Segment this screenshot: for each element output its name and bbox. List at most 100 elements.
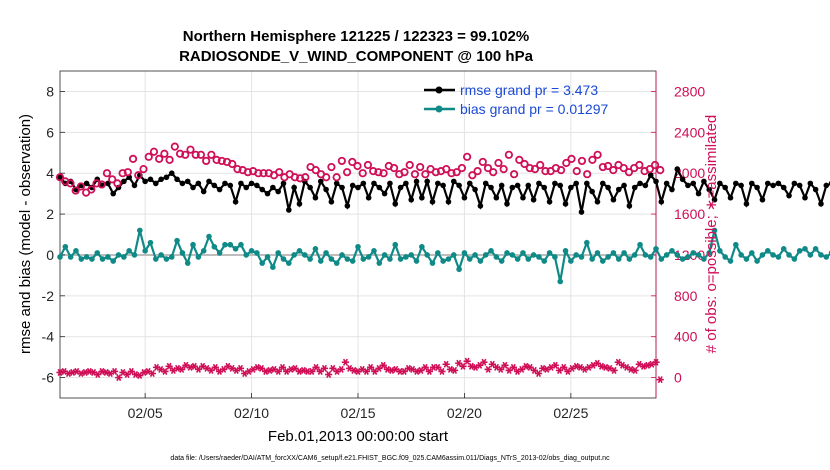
bias-point-36 — [248, 248, 255, 254]
rmse-point-101 — [594, 199, 601, 205]
obs-assimilated-point-93 — [446, 365, 454, 373]
obs-possible-point-58 — [358, 169, 367, 178]
obs-assimilated-point-123 — [572, 362, 580, 370]
bias-point-13 — [126, 248, 132, 254]
rmse-point-93 — [552, 180, 558, 187]
obs-possible-point-14 — [128, 154, 138, 163]
obs-assimilated-point-88 — [425, 367, 433, 375]
rmse-point-75 — [456, 182, 462, 189]
bias-point-77 — [466, 256, 473, 262]
bias-point-47 — [307, 256, 313, 262]
rmse-point-111 — [647, 172, 654, 179]
obs-possible-point-11 — [113, 179, 122, 188]
rmse-point-41 — [275, 188, 281, 195]
obs-possible-point-2 — [66, 179, 75, 188]
bias-point-119 — [690, 250, 697, 256]
bias-point-91 — [541, 258, 548, 264]
bias-point-101 — [594, 250, 601, 256]
bias-point-63 — [392, 241, 399, 248]
obs-possible-point-8 — [97, 180, 106, 189]
y-left-tick-label-5: 4 — [46, 165, 54, 181]
obs-assimilated-point-139 — [639, 362, 648, 370]
obs-possible-point-92 — [536, 160, 545, 170]
obs-possible-point-22 — [170, 142, 179, 151]
bias-point-118 — [685, 254, 691, 260]
bias-point-25 — [190, 241, 196, 248]
rmse-point-137 — [786, 192, 792, 199]
obs-possible-point-4 — [76, 182, 85, 191]
bias-point-14 — [131, 252, 138, 258]
bias-point-52 — [333, 260, 340, 266]
rmse-point-67 — [413, 178, 420, 185]
bias-point-6 — [89, 256, 95, 262]
obs-possible-point-81 — [478, 157, 487, 167]
rmse-point-65 — [403, 180, 409, 187]
obs-possible-point-18 — [149, 147, 159, 156]
obs-possible-point-101 — [583, 170, 592, 179]
rmse-point-117 — [679, 176, 686, 183]
bias-point-43 — [286, 260, 292, 266]
series-bias — [57, 227, 830, 285]
obs-possible-point-77 — [457, 163, 467, 173]
obs-assimilated-point-97 — [463, 357, 471, 365]
bias-point-94 — [557, 278, 564, 285]
obs-assimilated-point-78 — [383, 365, 392, 373]
bias-point-85 — [509, 252, 516, 258]
rmse-point-19 — [158, 176, 164, 183]
obs-possible-point-59 — [363, 160, 373, 170]
bias-point-70 — [429, 260, 436, 266]
rmse-point-124 — [717, 180, 723, 187]
obs-possible-point-115 — [656, 166, 665, 175]
rmse-point-131 — [754, 184, 760, 191]
bias-point-138 — [791, 256, 798, 262]
bias-point-108 — [631, 252, 638, 258]
series-rmse — [57, 166, 830, 215]
bias-point-41 — [275, 250, 281, 256]
bias-point-121 — [701, 256, 707, 262]
bias-point-20 — [163, 256, 170, 262]
bias-point-32 — [227, 241, 234, 248]
rmse-point-47 — [307, 184, 313, 191]
obs-assimilated-point-118 — [551, 361, 559, 369]
rmse-point-85 — [509, 184, 516, 191]
obs-assimilated-point-73 — [362, 367, 371, 375]
rmse-point-88 — [525, 182, 532, 189]
obs-possible-point-62 — [379, 169, 388, 178]
bias-point-59 — [371, 248, 377, 254]
obs-possible-point-46 — [296, 174, 305, 183]
chart-title-line2: RADIOSONDE_V_WIND_COMPONENT @ 100 hPa — [179, 48, 534, 65]
rmse-point-105 — [615, 186, 622, 193]
obs-assimilated-point-2 — [64, 369, 72, 378]
bias-point-16 — [142, 248, 148, 254]
bias-point-102 — [599, 258, 606, 264]
rmse-point-24 — [184, 178, 191, 185]
rmse-point-52 — [333, 180, 340, 187]
obs-possible-point-80 — [473, 167, 482, 176]
rmse-point-68 — [419, 194, 425, 201]
rmse-point-74 — [450, 178, 457, 185]
bias-point-12 — [121, 254, 127, 260]
bias-point-3 — [73, 248, 79, 254]
bias-point-62 — [387, 256, 393, 262]
rmse-point-20 — [163, 174, 170, 181]
rmse-point-32 — [227, 182, 234, 189]
bias-point-87 — [520, 250, 526, 256]
bias-point-37 — [254, 250, 260, 256]
obs-possible-point-96 — [556, 166, 566, 175]
rmse-point-135 — [775, 180, 782, 187]
obs-assimilated-point-137 — [631, 366, 639, 374]
rmse-point-76 — [461, 194, 468, 201]
obs-possible-point-83 — [489, 168, 498, 177]
y-left-tick-label-1: -4 — [42, 329, 55, 345]
obs-possible-point-10 — [108, 175, 117, 184]
bias-point-125 — [722, 254, 728, 260]
y-left-tick-label-7: 8 — [46, 83, 54, 99]
rmse-point-83 — [498, 182, 505, 189]
obs-assimilated-point-14 — [115, 374, 123, 382]
obs-assimilated-point-77 — [379, 361, 387, 369]
bias-point-144 — [823, 254, 830, 260]
bias-point-74 — [450, 252, 457, 258]
obs-possible-point-3 — [71, 186, 80, 195]
rmse-point-91 — [541, 184, 548, 191]
